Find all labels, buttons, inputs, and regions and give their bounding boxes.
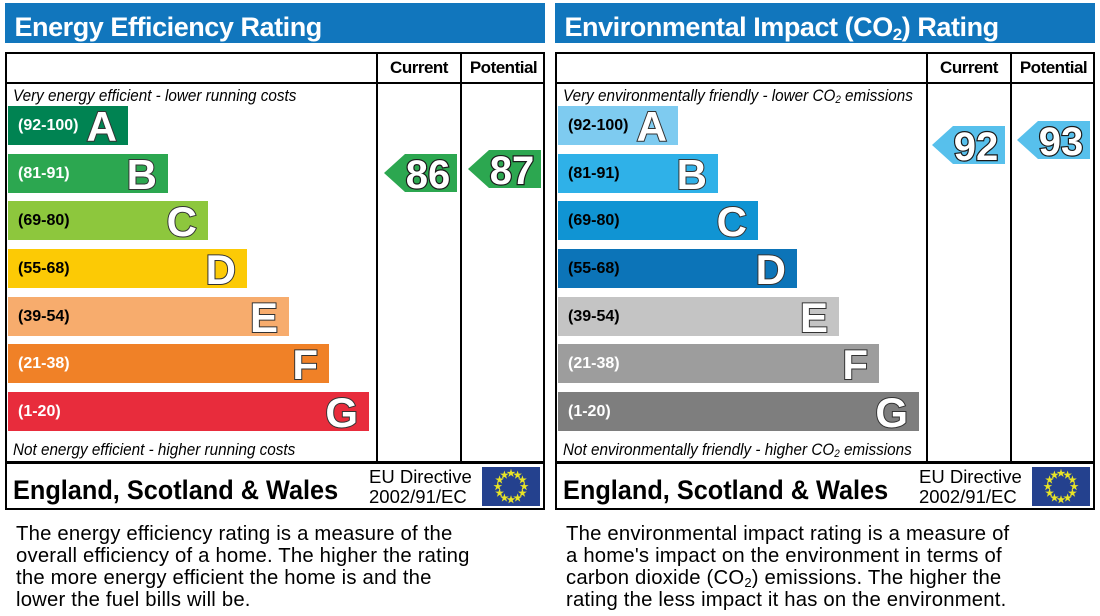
- svg-text:C: C: [167, 198, 197, 245]
- svg-text:B: B: [127, 151, 157, 198]
- svg-text:D: D: [756, 246, 786, 293]
- svg-text:A: A: [637, 103, 667, 150]
- svg-text:93: 93: [1039, 121, 1084, 159]
- svg-text:92: 92: [954, 126, 999, 164]
- svg-text:D: D: [206, 246, 236, 293]
- svg-text:C: C: [717, 198, 747, 245]
- svg-text:87: 87: [490, 150, 535, 188]
- svg-text:86: 86: [406, 154, 451, 192]
- svg-text:G: G: [875, 389, 908, 436]
- svg-text:F: F: [842, 341, 868, 388]
- svg-text:E: E: [800, 294, 828, 341]
- svg-text:G: G: [325, 389, 358, 436]
- svg-text:A: A: [87, 103, 117, 150]
- svg-text:F: F: [292, 341, 318, 388]
- svg-text:E: E: [250, 294, 278, 341]
- svg-text:B: B: [677, 151, 707, 198]
